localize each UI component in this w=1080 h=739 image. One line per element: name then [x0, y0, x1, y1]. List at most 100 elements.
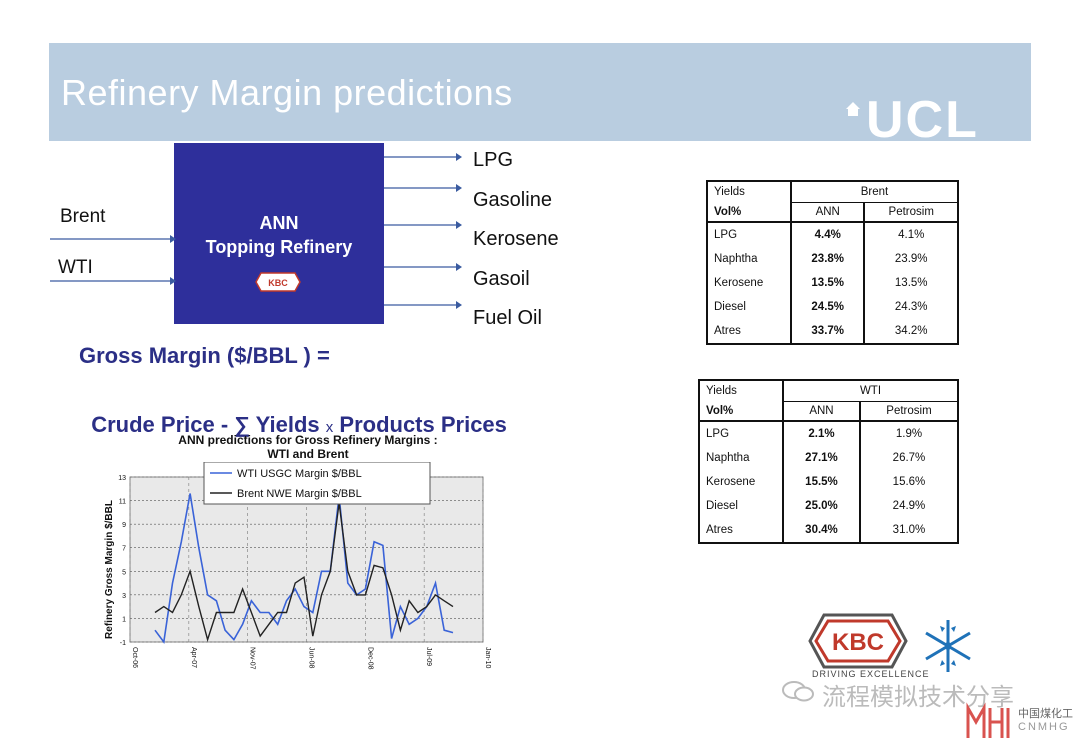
row-ann: 23.8%: [789, 247, 866, 271]
kbc-logo-text: KBC: [832, 629, 884, 656]
series-line-brent: [154, 502, 454, 643]
row-petrosim: 1.9%: [858, 421, 960, 446]
slide-title: Refinery Margin predictions: [61, 72, 513, 113]
series-line-wti: [154, 493, 454, 645]
table-header-vol: Vol%: [706, 202, 792, 223]
formula-line-2: Crude Price - ∑ Yields x Products Prices: [79, 386, 507, 438]
row-petrosim: 4.1%: [863, 222, 959, 247]
y-tick-label: 9: [122, 522, 126, 529]
kbc-tagline: DRIVING EXCELLENCE: [812, 669, 930, 679]
table-header-ann: ANN: [789, 202, 866, 223]
cnmhg-en-label: CNMHG: [1018, 721, 1070, 733]
table-row: Kerosene 15.5% 15.6%: [698, 470, 960, 494]
input-arrows: [50, 235, 176, 285]
row-name: LPG: [698, 421, 784, 446]
cnmhg-cn-label: 中国煤化工: [1018, 708, 1073, 720]
table-row: LPG 2.1% 1.9%: [698, 421, 960, 446]
snowflake-star-icon: [925, 620, 971, 672]
legend-label: Brent NWE Margin $/BBL: [237, 488, 362, 500]
table-header-crude: WTI: [782, 379, 959, 402]
output-label-gasoline: Gasoline: [473, 189, 552, 211]
row-ann: 27.1%: [782, 446, 861, 470]
legend-label: WTI USGC Margin $/BBL: [237, 468, 362, 480]
table-row: Kerosene 13.5% 13.5%: [706, 271, 959, 295]
table-row: Atres 33.7% 34.2%: [706, 319, 959, 345]
wti-yields-table: Yields WTI Vol% ANN Petrosim LPG 2.1% 1.9%…: [698, 379, 960, 544]
y-tick-label: 7: [122, 546, 126, 553]
y-tick-label: 5: [122, 569, 126, 576]
chart-legend: [203, 462, 431, 505]
x-tick-label: Jun-08: [308, 647, 315, 669]
output-label-lpg: LPG: [473, 149, 514, 171]
output-label-gasoil: Gasoil: [473, 268, 530, 290]
input-label-wti: WTI: [58, 257, 93, 278]
row-ann: 2.1%: [782, 421, 861, 446]
chart-title: ANN predictions for Gross Refinery Margi…: [178, 433, 438, 461]
table-row: Naphtha 27.1% 26.7%: [698, 446, 960, 470]
ann-box-title: ANN Topping Refinery: [205, 213, 353, 257]
row-ann: 33.7%: [789, 319, 866, 345]
table-header-crude: Brent: [790, 180, 959, 203]
cnmhg-logo-icon: [966, 702, 1010, 738]
row-petrosim: 34.2%: [863, 319, 959, 345]
output-label-fuel-oil: Fuel Oil: [473, 307, 542, 329]
watermark-text: 流程模拟技术分享: [822, 683, 1014, 711]
row-ann: 24.5%: [789, 295, 866, 319]
x-tick-label: Apr-07: [190, 647, 197, 668]
table-header-yields: Yields: [706, 180, 792, 203]
x-tick-label: Oct-06: [131, 647, 138, 668]
header-bar: [49, 43, 1031, 141]
output-arrows: [384, 153, 462, 309]
row-name: Diesel: [698, 494, 784, 518]
y-tick-label: 1: [122, 616, 126, 623]
row-ann: 13.5%: [789, 271, 866, 295]
row-ann: 25.0%: [782, 494, 861, 518]
input-label-brent: Brent: [60, 206, 106, 227]
row-ann: 15.5%: [782, 470, 861, 494]
row-name: Diesel: [706, 295, 792, 319]
row-name: Kerosene: [706, 271, 792, 295]
x-tick-label: Jul-09: [425, 647, 432, 666]
row-name: Naphtha: [706, 247, 792, 271]
kbc-small-text: KBC: [268, 278, 288, 288]
table-row: LPG 4.4% 4.1%: [706, 222, 959, 247]
row-name: Kerosene: [698, 470, 784, 494]
row-name: Naphtha: [698, 446, 784, 470]
row-name: Atres: [706, 319, 792, 345]
table-header-ann: ANN: [782, 401, 861, 422]
y-tick-label: 3: [122, 593, 126, 600]
table-row: Diesel 24.5% 24.3%: [706, 295, 959, 319]
formula-part-a: Crude Price - ∑ Yields: [91, 412, 326, 437]
row-ann: 30.4%: [782, 518, 861, 544]
x-tick-label: Jan-10: [484, 647, 491, 669]
row-petrosim: 23.9%: [863, 247, 959, 271]
row-ann: 4.4%: [789, 222, 866, 247]
y-tick-label: 11: [119, 499, 126, 506]
wechat-icon: [782, 681, 814, 702]
table-row: Atres 30.4% 31.0%: [698, 518, 960, 544]
formula-part-b: Products Prices: [333, 412, 507, 437]
table-header-petrosim: Petrosim: [863, 202, 959, 223]
kbc-logo-icon: KBC: [808, 613, 908, 669]
formula-multiply: x: [325, 419, 334, 436]
kbc-logo-small-icon: KBC: [255, 272, 301, 292]
row-name: LPG: [706, 222, 792, 247]
row-petrosim: 15.6%: [858, 470, 960, 494]
row-petrosim: 26.7%: [858, 446, 960, 470]
ucl-logo: UCL: [866, 91, 979, 149]
row-petrosim: 24.3%: [863, 295, 959, 319]
x-tick-label: Dec-08: [366, 647, 373, 670]
y-tick-label: 13: [118, 475, 126, 482]
table-row: Naphtha 23.8% 23.9%: [706, 247, 959, 271]
y-tick-label: -1: [120, 640, 126, 647]
row-petrosim: 24.9%: [858, 494, 960, 518]
ann-topping-refinery-box: [174, 143, 384, 324]
formula-line-1: Gross Margin ($/BBL ) =: [79, 343, 330, 368]
row-petrosim: 31.0%: [858, 518, 960, 544]
brent-yields-table: Yields Brent Vol% ANN Petrosim LPG 4.4% 4.…: [706, 180, 959, 345]
table-row: Diesel 25.0% 24.9%: [698, 494, 960, 518]
table-header-petrosim: Petrosim: [858, 401, 960, 422]
y-axis-label: Refinery Gross Margin $/BBL: [104, 500, 115, 639]
row-petrosim: 13.5%: [863, 271, 959, 295]
